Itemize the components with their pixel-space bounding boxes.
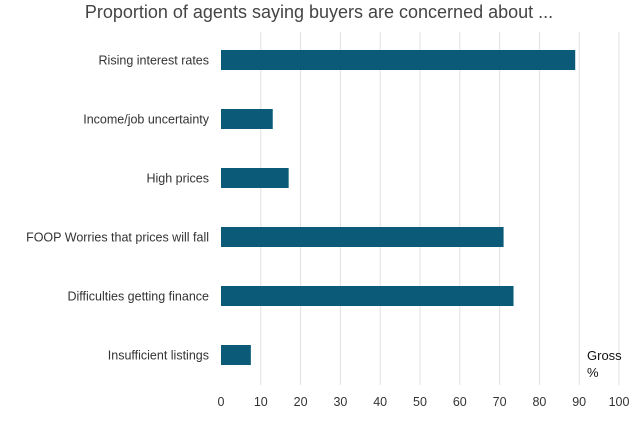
category-label: Difficulties getting finance bbox=[67, 290, 209, 304]
x-tick-label: 30 bbox=[333, 395, 347, 409]
x-tick-label: 100 bbox=[609, 395, 630, 409]
x-tick-label: 0 bbox=[218, 395, 225, 409]
category-label: FOOP Worries that prices will fall bbox=[26, 231, 209, 245]
bar bbox=[221, 286, 514, 306]
bars bbox=[221, 50, 576, 365]
x-tick-label: 90 bbox=[572, 395, 586, 409]
bar bbox=[221, 168, 289, 188]
category-label: Income/job uncertainty bbox=[83, 113, 210, 127]
x-tick-label: 60 bbox=[453, 395, 467, 409]
x-tick-label: 80 bbox=[532, 395, 546, 409]
category-labels: Rising interest rates Income/job uncertai… bbox=[26, 54, 210, 363]
x-tick-label: 10 bbox=[254, 395, 268, 409]
bar bbox=[221, 50, 576, 70]
x-tick-label: 20 bbox=[294, 395, 308, 409]
unit-label-line1: Gross bbox=[587, 348, 622, 363]
category-label: Insufficient listings bbox=[108, 349, 209, 363]
x-tick-label: 70 bbox=[493, 395, 507, 409]
bar bbox=[221, 109, 273, 129]
unit-label-line2: % bbox=[587, 365, 599, 380]
chart-title: Proportion of agents saying buyers are c… bbox=[84, 2, 554, 22]
category-label: Rising interest rates bbox=[99, 54, 209, 68]
x-tick-labels: 0 10 20 30 40 50 60 70 80 90 100 bbox=[218, 395, 630, 409]
bar bbox=[221, 345, 251, 365]
x-tick-label: 50 bbox=[413, 395, 427, 409]
bar bbox=[221, 227, 504, 247]
x-tick-label: 40 bbox=[373, 395, 387, 409]
category-label: High prices bbox=[146, 172, 209, 186]
gridlines bbox=[260, 32, 620, 385]
